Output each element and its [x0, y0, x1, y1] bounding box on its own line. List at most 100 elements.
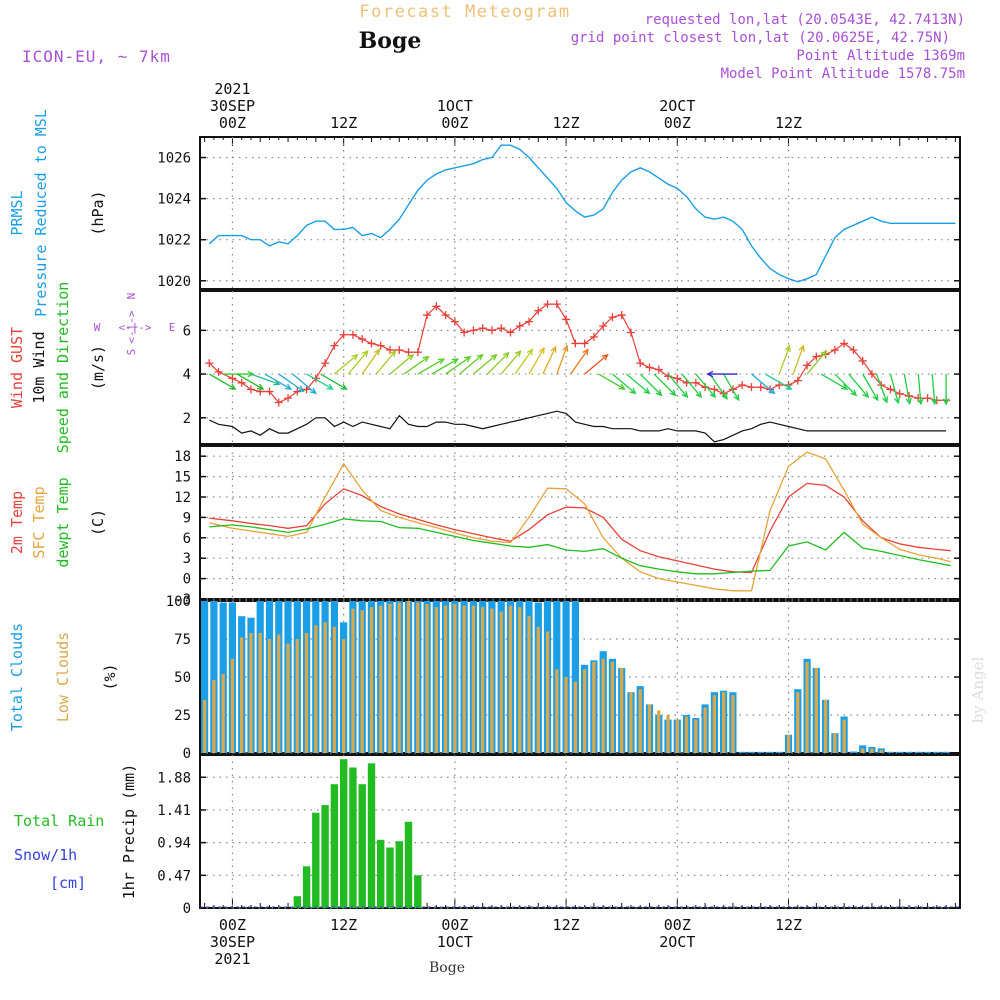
wind-direction-arrow [917, 374, 924, 406]
wind-arrow-shaft [612, 373, 636, 394]
y-tick-label: -3 [174, 592, 191, 608]
wind-arrow-head [681, 391, 689, 399]
wind-gust-marker [562, 315, 571, 324]
wind-gust-line [208, 303, 947, 404]
wind-gust-marker [617, 311, 626, 320]
low-clouds-bar [620, 667, 624, 753]
wind-gust-marker [589, 332, 598, 341]
wind-gust-marker [339, 330, 348, 339]
wind-direction-arrow [723, 373, 740, 402]
low-clouds-bar [527, 616, 531, 753]
wind-direction-arrow [570, 348, 589, 375]
wind-gust-marker [237, 378, 246, 387]
wind-gust-marker [543, 300, 552, 309]
wind-gust-marker [849, 346, 858, 355]
wind-arrow-shaft [278, 373, 304, 392]
low-clouds-bar [610, 661, 615, 753]
y-tick-label: 0 [183, 572, 191, 588]
y-tick-label: 2 [183, 411, 191, 427]
y-tick-label: 4 [183, 367, 191, 383]
wind-arrow-shaft [848, 373, 869, 398]
low-clouds-bar [879, 750, 883, 753]
wind-arrow-shaft [542, 346, 557, 375]
panel-precip: 0 0.47 0.94 1.41 1.88 1hr Precip (mm) [120, 754, 961, 917]
wind-direction-arrow [625, 373, 651, 395]
low-clouds-bar [471, 605, 475, 753]
wind-arrow-shaft [778, 345, 791, 375]
low-clouds-bar [573, 681, 577, 753]
wind-direction-arrow [361, 348, 381, 375]
wind-gust-marker [487, 326, 496, 335]
low-clouds-bar [731, 695, 735, 753]
rain-bar [340, 759, 348, 908]
wind-arrow-shaft [250, 373, 280, 385]
low-clouds-bar [332, 626, 336, 753]
wind-direction-arrow [417, 358, 446, 375]
wind-gust-marker [441, 311, 450, 320]
panel-label: Wind GUST [8, 327, 26, 408]
wind-arrow-shaft [862, 373, 879, 401]
panel-label: (C) [89, 509, 107, 536]
wind-arrow-shaft [931, 374, 936, 404]
low-clouds-bar [647, 704, 652, 753]
wind-arrow-head [942, 398, 950, 406]
wind-direction-arrow [667, 373, 689, 399]
low-clouds-bar [351, 608, 355, 753]
low-clouds-bar [425, 604, 429, 753]
wind-arrow-head [882, 396, 889, 404]
wind-direction-arrow [542, 345, 557, 375]
time-label-bottom: 00Z [664, 916, 691, 934]
low-clouds-bar [406, 601, 411, 753]
wind-direction-arrow [347, 349, 369, 375]
total-clouds-bar [747, 751, 755, 753]
panel-clouds: 0 25 50 75 100 Total Clouds Low Clouds (%) [8, 594, 961, 762]
wind-direction-arrow [320, 373, 348, 390]
low-clouds-bar [601, 658, 605, 753]
wind-direction-arrow [333, 353, 359, 375]
wind-gust-marker [840, 339, 849, 348]
wind-arrow-shaft [834, 373, 857, 396]
wind-gust-marker [673, 374, 682, 383]
rain-bar [377, 839, 385, 908]
wind-arrow-head [407, 353, 415, 361]
wind-arrow-shaft [389, 354, 414, 375]
low-clouds-bar [833, 733, 837, 753]
wind-arrow-head [709, 391, 717, 399]
wind-gust-marker [923, 394, 932, 403]
wind-arrow-head [550, 345, 557, 353]
panel-label: PRMSL [8, 190, 26, 235]
panel-pressure: 1020 1022 1024 1026 PRMSL Pressure Reduced to… [8, 109, 961, 317]
low-clouds-bar [323, 622, 327, 753]
total-clouds-bar [896, 751, 904, 753]
wind-direction-arrow [598, 373, 626, 390]
wind-arrow-head [340, 383, 348, 390]
low-clouds-bar [443, 605, 448, 753]
time-label-bottom: 1OCT [437, 933, 473, 951]
wind-gust-marker [691, 378, 700, 387]
y-tick-label: 100 [166, 594, 191, 610]
wind-arrow-shaft [903, 373, 911, 404]
time-label-top: 00Z [441, 114, 468, 132]
wind-arrow-shaft [584, 354, 609, 375]
panel-temp: -3 0 3 6 9 12 15 18 2m Temp SFC Temp dewpt Temp (C) [8, 445, 961, 608]
wind-direction-arrow [792, 344, 805, 375]
wind-gust-marker [358, 335, 367, 344]
wind-direction-arrow [778, 344, 791, 375]
low-clouds-bar [592, 661, 596, 753]
wind-direction-arrow [556, 344, 569, 375]
wind-direction-arrow [709, 373, 728, 400]
rain-bar [367, 763, 376, 908]
wind-direction-arrow [639, 373, 663, 397]
wind-arrow-shaft [695, 373, 716, 398]
wind-direction-arrow [264, 373, 293, 390]
wind-arrow-head [437, 358, 446, 365]
wind-direction-arrow [514, 348, 534, 375]
wind-gust-marker [645, 363, 654, 372]
time-label-bottom: 2021 [214, 950, 250, 968]
low-clouds-bar [462, 605, 466, 753]
time-label-bottom: 12Z [553, 916, 580, 934]
wind-arrow-shaft [709, 373, 728, 400]
wind-direction-arrow [834, 373, 858, 397]
wind-arrow-shaft [820, 373, 848, 390]
